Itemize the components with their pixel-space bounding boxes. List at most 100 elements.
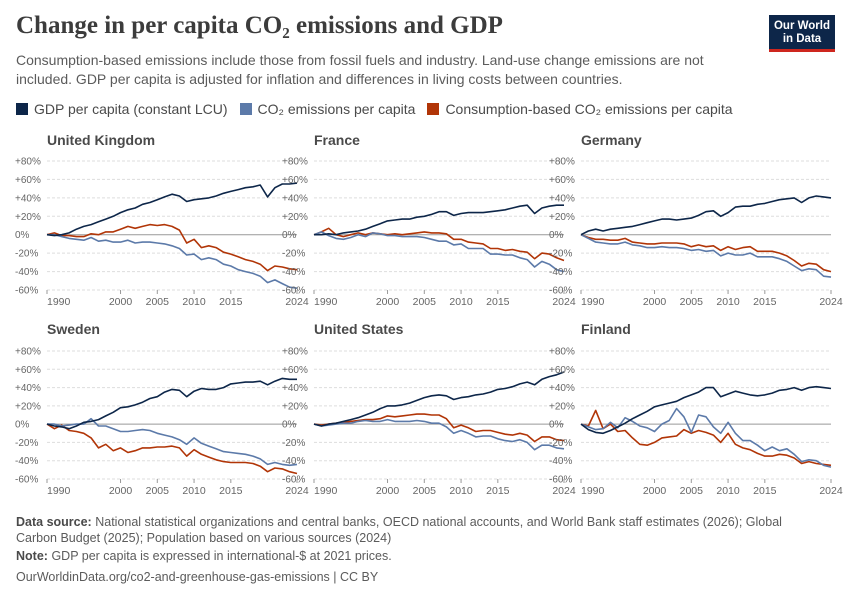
x-tick-label: 2015 [753, 485, 777, 497]
y-tick-label: -20% [15, 249, 38, 260]
legend-label-co2: CO₂ emissions per capita [257, 101, 416, 117]
y-tick-label: +40% [549, 193, 575, 204]
y-tick-label: -20% [282, 438, 305, 449]
x-tick-label: 1990 [47, 296, 71, 308]
x-tick-label: 2015 [753, 296, 777, 308]
y-tick-label: +20% [282, 212, 308, 223]
x-tick-label: 2005 [146, 296, 170, 308]
series-line-consumption [46, 423, 298, 475]
y-tick-label: +60% [15, 365, 41, 376]
note-text: GDP per capita is expressed in internati… [51, 549, 392, 563]
x-tick-label: 2010 [716, 485, 740, 497]
legend-item-consumption[interactable]: Consumption-based CO₂ emissions per capi… [427, 101, 733, 117]
y-tick-label: +80% [15, 347, 41, 358]
y-tick-label: +20% [549, 212, 575, 223]
y-tick-label: +80% [282, 347, 308, 358]
legend-label-gdp: GDP per capita (constant LCU) [34, 101, 228, 117]
y-tick-label: -40% [549, 267, 572, 278]
data-source-label: Data source: [16, 515, 92, 529]
x-tick-label: 2000 [109, 296, 133, 308]
series-line-gdp [313, 371, 565, 427]
x-tick-label: 2015 [486, 296, 510, 308]
y-tick-label: -20% [549, 438, 572, 449]
legend-swatch-consumption [427, 103, 440, 115]
x-tick-label: 2010 [182, 296, 206, 308]
x-tick-label: 1990 [581, 485, 605, 497]
series-line-co2 [47, 233, 298, 289]
y-tick-label: +80% [15, 157, 41, 168]
x-tick-label: 2015 [486, 485, 510, 497]
y-tick-label: -40% [282, 456, 305, 467]
y-tick-label: +80% [282, 157, 308, 168]
legend-label-consumption: Consumption-based CO₂ emissions per capi… [445, 101, 733, 117]
x-tick-label: 2010 [449, 296, 473, 308]
x-tick-label: 2000 [109, 485, 133, 497]
x-tick-label: 1990 [581, 296, 605, 308]
y-tick-label: +40% [15, 193, 41, 204]
x-tick-label: 2005 [146, 485, 170, 497]
y-tick-label: -60% [282, 286, 305, 297]
chart-subtitle: Consumption-based emissions include thos… [16, 52, 704, 87]
owid-logo[interactable]: Our World in Data [769, 15, 835, 52]
y-tick-label: -40% [15, 456, 38, 467]
x-tick-label: 2010 [449, 485, 473, 497]
series-line-consumption [46, 223, 298, 272]
x-tick-label: 2010 [716, 296, 740, 308]
y-tick-label: 0% [549, 230, 564, 241]
y-tick-label: +80% [549, 157, 575, 168]
x-tick-label: 2024 [285, 296, 309, 308]
legend-swatch-gdp [16, 103, 28, 115]
y-tick-label: -60% [15, 475, 38, 486]
x-tick-label: 2005 [680, 296, 704, 308]
y-tick-label: -40% [282, 267, 305, 278]
x-tick-label: 2024 [285, 485, 309, 497]
chart-title: Change in per capita CO₂ emissions and G… [16, 12, 503, 39]
x-tick-label: 2000 [376, 485, 400, 497]
y-tick-label: -40% [549, 456, 572, 467]
y-tick-label: +40% [282, 383, 308, 394]
x-tick-label: 1990 [314, 485, 338, 497]
x-tick-label: 2000 [376, 296, 400, 308]
x-tick-label: 2024 [552, 296, 576, 308]
y-tick-label: +60% [549, 365, 575, 376]
logo-accent-bar [769, 49, 835, 52]
x-tick-label: 1990 [47, 485, 71, 497]
y-tick-label: 0% [549, 420, 564, 431]
series-line-consumption [313, 227, 565, 262]
series-line-co2 [580, 233, 832, 278]
y-tick-label: -20% [15, 438, 38, 449]
series-line-consumption [580, 409, 832, 467]
x-tick-label: 2015 [219, 485, 243, 497]
x-tick-label: 2000 [643, 485, 667, 497]
x-tick-label: 2000 [643, 296, 667, 308]
panel-title: Finland [581, 321, 631, 337]
y-tick-label: +20% [282, 401, 308, 412]
legend-item-co2[interactable]: CO₂ emissions per capita [239, 101, 416, 117]
series-line-co2 [580, 407, 832, 468]
x-tick-label: 1990 [314, 296, 338, 308]
y-tick-label: -60% [549, 286, 572, 297]
y-tick-label: +40% [549, 383, 575, 394]
y-tick-label: +60% [282, 365, 308, 376]
note: Note: GDP per capita is expressed in int… [16, 548, 392, 564]
series-line-co2 [47, 417, 298, 467]
y-tick-label: +60% [282, 175, 308, 186]
y-tick-label: +40% [15, 383, 41, 394]
data-source-text: National statistical organizations and c… [16, 515, 782, 545]
y-tick-label: -20% [549, 249, 572, 260]
legend-item-gdp[interactable]: GDP per capita (constant LCU) [16, 101, 228, 117]
x-tick-label: 2024 [819, 485, 843, 497]
legend: GDP per capita (constant LCU) CO₂ emissi… [16, 101, 745, 117]
x-tick-label: 2010 [182, 485, 206, 497]
y-tick-label: -20% [282, 249, 305, 260]
y-tick-label: 0% [15, 420, 30, 431]
series-line-gdp [580, 195, 832, 236]
panel-title: United Kingdom [47, 132, 155, 148]
y-tick-label: +60% [15, 175, 41, 186]
source-url[interactable]: OurWorldinData.org/co2-and-greenhouse-ga… [16, 570, 379, 584]
y-tick-label: +60% [549, 175, 575, 186]
x-tick-label: 2024 [819, 296, 843, 308]
y-tick-label: -60% [282, 475, 305, 486]
y-tick-label: +20% [15, 401, 41, 412]
series-line-gdp [314, 204, 564, 236]
